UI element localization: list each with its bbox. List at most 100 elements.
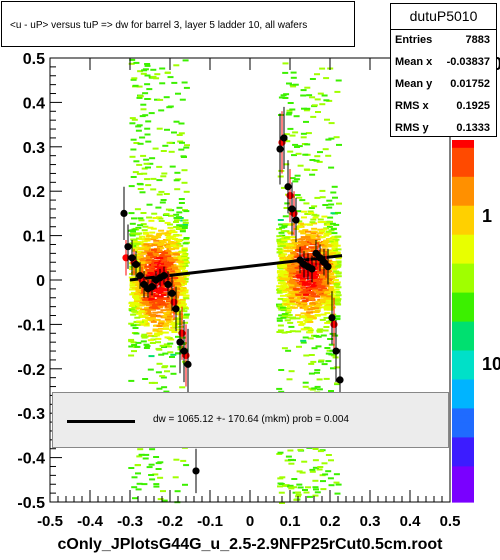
density-cell: [154, 332, 161, 335]
density-cell: [318, 272, 325, 275]
density-cell: [333, 288, 340, 291]
density-cell: [324, 118, 330, 121]
density-cell: [281, 239, 288, 242]
density-cell: [129, 288, 136, 291]
density-cell: [165, 264, 172, 267]
density-cell: [329, 349, 336, 352]
density-cell: [321, 215, 328, 218]
density-cell: [139, 235, 146, 238]
density-cell: [159, 82, 166, 85]
density-cell: [324, 347, 331, 349]
density-cell: [167, 226, 174, 229]
density-cell: [164, 234, 171, 237]
density-cell: [151, 260, 158, 263]
color-scale: 10110: [452, 54, 500, 503]
density-cell: [325, 230, 332, 233]
density-cell: [326, 223, 333, 226]
density-cell: [136, 312, 142, 315]
density-cell: [150, 308, 156, 311]
density-cell: [152, 311, 159, 314]
density-cell: [282, 275, 289, 278]
density-cell: [146, 244, 153, 247]
density-cell: [168, 259, 175, 262]
density-cell: [137, 142, 144, 145]
density-cell: [323, 326, 330, 328]
density-cell: [128, 62, 135, 65]
density-cell: [319, 196, 326, 199]
density-cell: [143, 453, 150, 456]
profile-black-point: [172, 305, 180, 313]
density-cell: [282, 300, 289, 303]
density-cell: [303, 168, 310, 171]
density-cell: [134, 298, 140, 301]
density-cell: [128, 243, 135, 246]
density-cell: [281, 313, 288, 316]
density-cell: [141, 333, 148, 336]
density-cell: [153, 483, 160, 486]
density-cell: [312, 271, 319, 274]
density-cell: [326, 245, 333, 248]
density-cell: [289, 177, 296, 180]
density-cell: [136, 85, 143, 88]
density-cell: [288, 325, 295, 328]
density-cell: [297, 321, 304, 324]
density-cell: [182, 278, 189, 280]
density-cell: [308, 372, 315, 375]
density-cell: [158, 327, 164, 330]
x-tick-label: -0.4: [77, 513, 104, 530]
density-cell: [139, 248, 146, 251]
density-cell: [168, 266, 175, 269]
density-cell: [179, 263, 186, 266]
density-cell: [182, 360, 188, 363]
x-tick-label: 0.4: [400, 513, 422, 530]
density-cell: [144, 133, 151, 136]
density-cell: [175, 335, 181, 338]
density-cell: [146, 252, 153, 255]
density-cell: [146, 88, 153, 91]
density-cell: [154, 270, 161, 273]
density-cell: [155, 234, 162, 237]
density-cell: [331, 237, 338, 240]
density-cell: [311, 262, 318, 265]
density-cell: [129, 286, 136, 289]
density-cell: [288, 486, 295, 489]
density-cell: [311, 222, 318, 225]
density-cell: [138, 219, 145, 222]
density-cell: [142, 335, 149, 338]
density-cell: [276, 453, 283, 455]
density-cell: [290, 247, 297, 250]
density-cell: [328, 229, 335, 232]
density-cell: [307, 331, 314, 334]
x-tick-label: -0.3: [117, 513, 143, 530]
y-tick-label: -0.1: [17, 317, 45, 334]
density-cell: [140, 103, 147, 106]
density-cell: [300, 136, 307, 139]
density-cell: [133, 300, 140, 303]
density-cell: [157, 305, 164, 308]
density-cell: [296, 145, 303, 148]
density-cell: [292, 131, 299, 134]
density-cell: [309, 237, 316, 240]
axes-layer: -0.5 -0.4 -0.3 -0.2 -0.1 0 0.1 0.2 0.3 0.4 0.5 -0.5…: [17, 51, 460, 530]
density-cell: [328, 459, 334, 462]
density-cell: [140, 72, 147, 75]
density-cell: [303, 202, 310, 205]
density-cell: [183, 146, 190, 149]
density-cell: [330, 262, 337, 265]
density-cell: [169, 323, 176, 326]
density-cell: [171, 241, 178, 244]
density-cell: [134, 464, 141, 467]
density-cell: [298, 244, 304, 247]
density-cell: [305, 486, 311, 489]
density-cell: [293, 288, 300, 291]
density-cell: [147, 339, 154, 342]
density-cell: [323, 239, 330, 242]
density-cell: [142, 114, 149, 117]
density-cell: [177, 289, 184, 292]
density-cell: [162, 324, 169, 327]
density-cell: [146, 274, 153, 277]
density-cell: [144, 98, 151, 100]
density-cell: [181, 247, 188, 250]
density-cell: [149, 294, 156, 297]
stats-label: RMS x: [395, 100, 429, 112]
